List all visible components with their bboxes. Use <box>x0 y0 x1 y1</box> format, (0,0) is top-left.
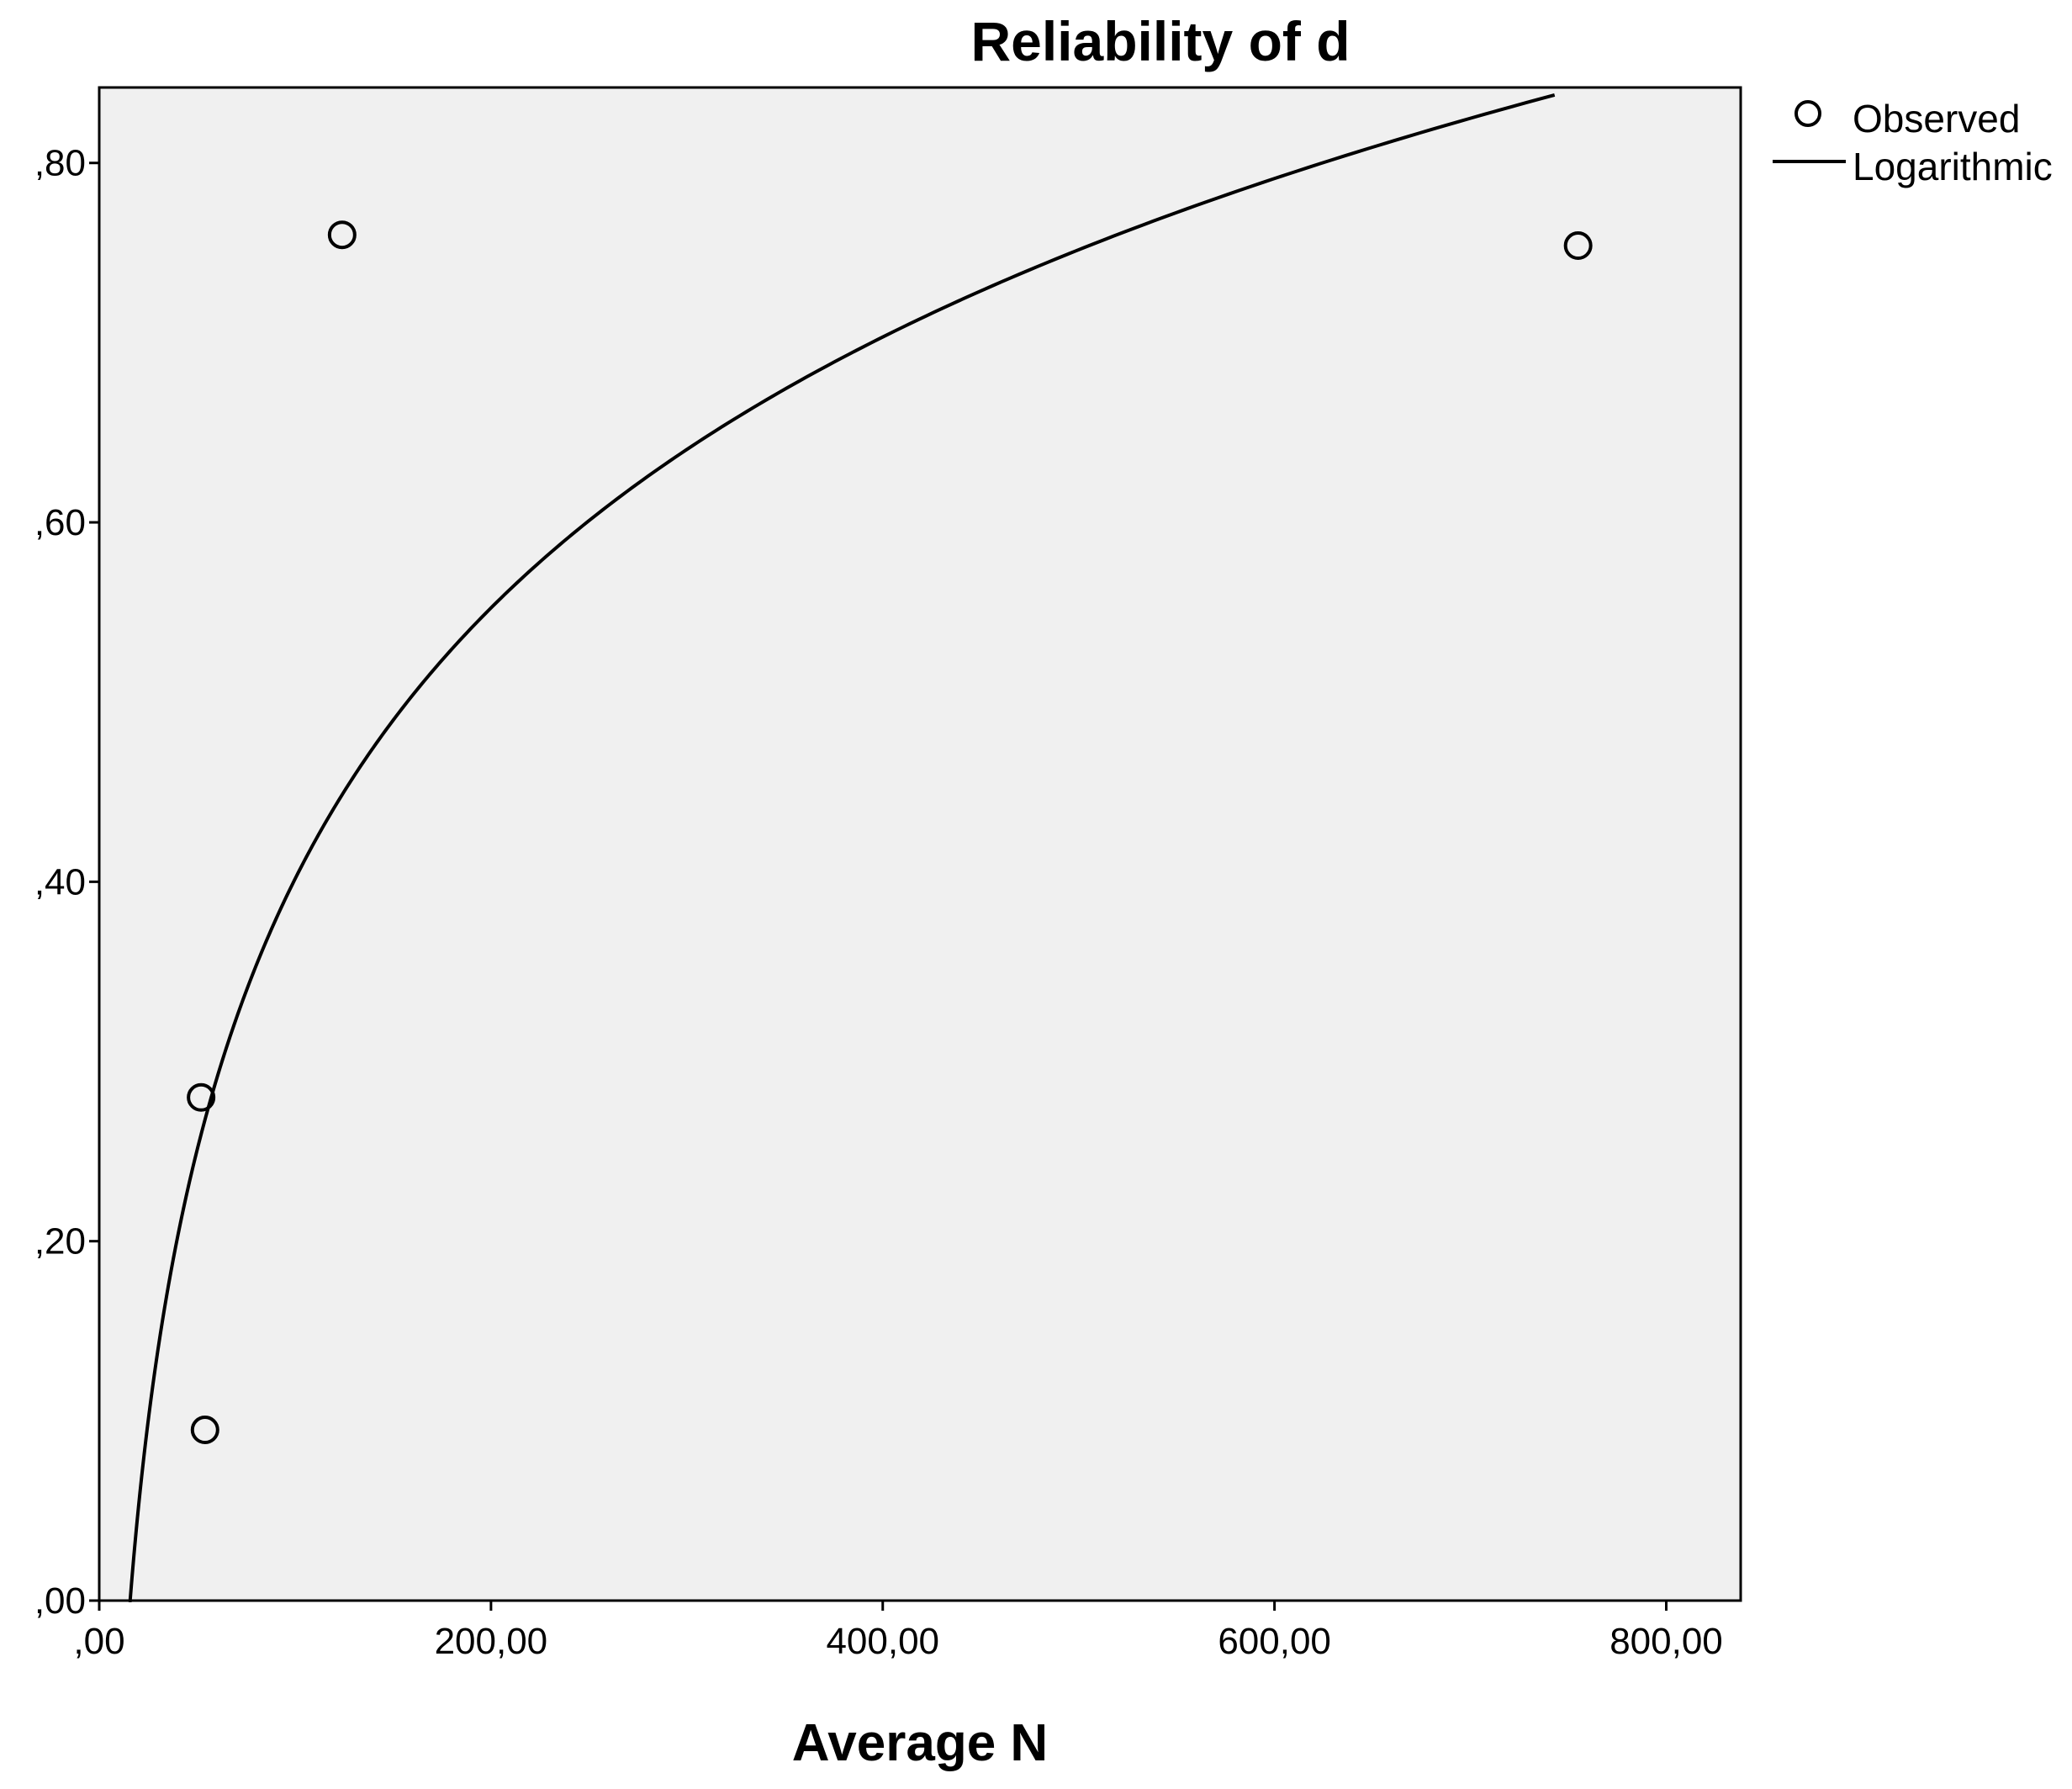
y-tick-label: ,60 <box>34 502 86 543</box>
x-tick-label: ,00 <box>73 1621 124 1662</box>
x-axis-title: Average N <box>792 1714 1048 1772</box>
plot-area <box>98 86 1742 1602</box>
legend-observed-marker <box>1794 100 1821 127</box>
observed-points <box>187 220 1593 1445</box>
y-tick-label: ,40 <box>34 861 86 902</box>
x-tick-label: 600,00 <box>1218 1621 1331 1662</box>
legend: Observed Logarithmic <box>1773 97 2053 188</box>
logarithmic-fit-line <box>128 93 1556 1602</box>
x-tick-label: 400,00 <box>826 1621 939 1662</box>
y-tick-label: ,80 <box>34 143 86 184</box>
chart-title: Reliability of d <box>970 10 1350 72</box>
legend-logarithmic-label: Logarithmic <box>1853 145 2053 188</box>
observed-point <box>190 1416 219 1445</box>
y-tick-label: ,00 <box>34 1580 86 1622</box>
observed-point <box>1563 231 1593 261</box>
legend-observed-label: Observed <box>1853 97 2020 140</box>
x-axis: ,00 200,00 400,00 600,00 800,00 <box>73 1601 1723 1662</box>
x-tick-label: 800,00 <box>1610 1621 1723 1662</box>
observed-point <box>327 220 357 250</box>
x-tick-label: 200,00 <box>435 1621 548 1662</box>
y-axis: ,00 ,20 ,40 ,60 ,80 <box>34 143 99 1622</box>
y-tick-label: ,20 <box>34 1221 86 1262</box>
observed-point <box>187 1082 216 1112</box>
